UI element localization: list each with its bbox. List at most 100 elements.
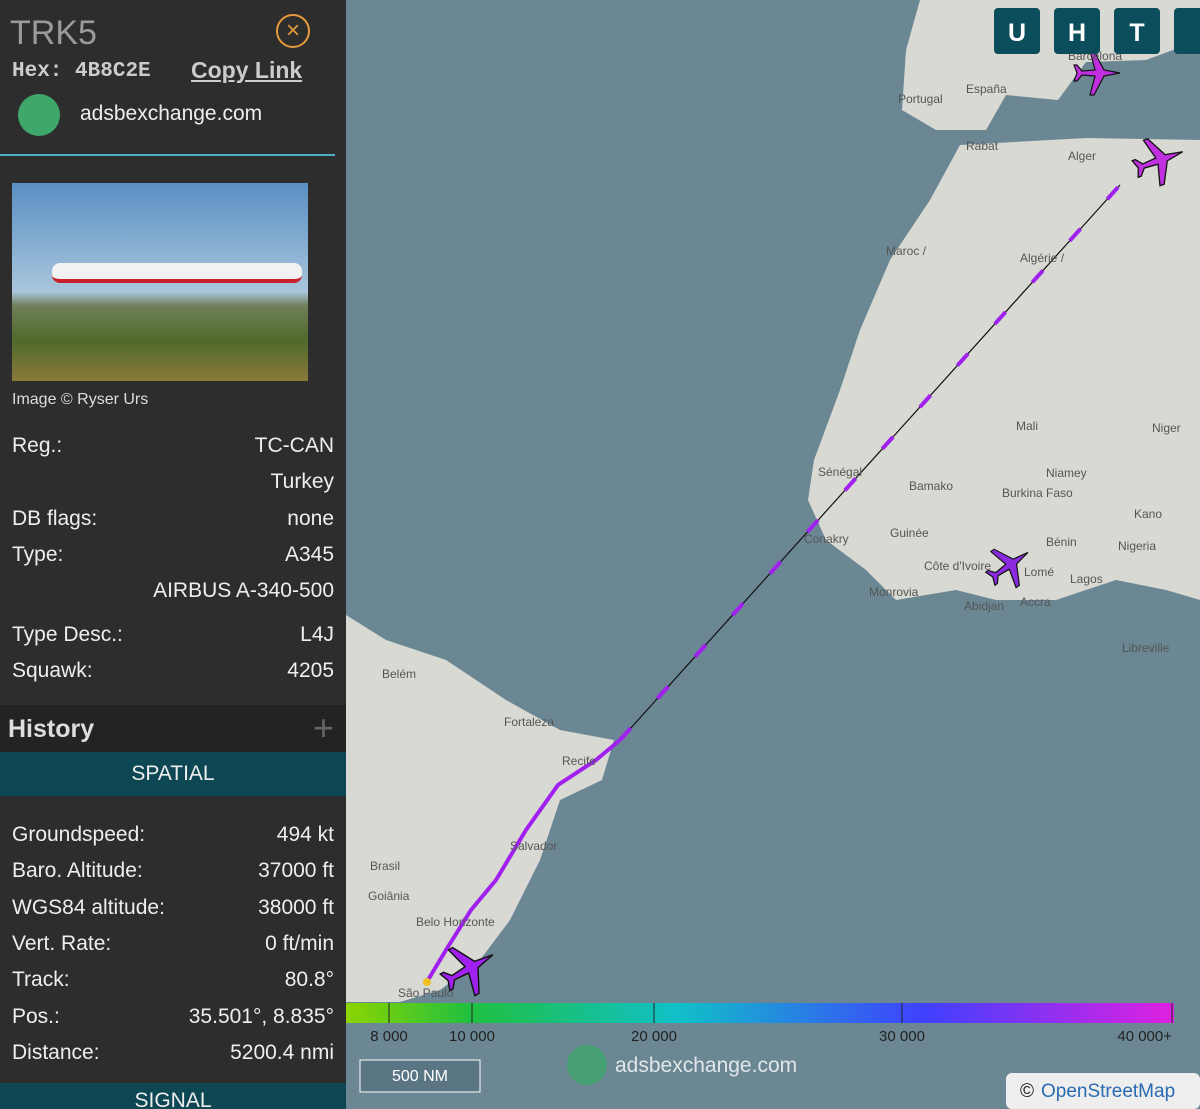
map-label: Bamako bbox=[909, 479, 953, 493]
info-value: 37000 ft bbox=[258, 859, 334, 883]
info-value: 0 ft/min bbox=[265, 931, 334, 955]
info-value: 38000 ft bbox=[258, 895, 334, 919]
info-value: Turkey bbox=[270, 470, 334, 493]
map-label: Monrovia bbox=[869, 585, 919, 599]
info-label: Squawk: bbox=[12, 659, 93, 682]
info-value: 494 kt bbox=[276, 823, 334, 846]
info-row: Groundspeed: 494 kt bbox=[12, 823, 334, 847]
info-row: Distance: 5200.4 nmi bbox=[12, 1041, 334, 1065]
legend-ticks: 8 000 10 000 20 000 30 000 40 000+ bbox=[370, 1003, 1173, 1045]
info-value: 5200.4 nmi bbox=[230, 1040, 334, 1064]
info-label: Reg.: bbox=[12, 434, 63, 457]
history-bar[interactable]: History + bbox=[0, 705, 346, 752]
info-row: Type: A345 bbox=[12, 543, 334, 567]
map-label: Burkina Faso bbox=[1002, 486, 1073, 500]
info-value: 35.501°, 8.835° bbox=[188, 1004, 334, 1028]
map-button[interactable] bbox=[994, 8, 1040, 54]
legend-tick-label: 10 000 bbox=[449, 1028, 495, 1045]
map-button-label: H bbox=[1068, 19, 1086, 47]
map-label: Recife bbox=[562, 754, 596, 768]
info-label: Type Desc.: bbox=[12, 623, 123, 646]
expand-icon[interactable]: + bbox=[312, 707, 334, 748]
planes bbox=[438, 50, 1184, 997]
map-label: Accra bbox=[1020, 595, 1051, 609]
track-dashes bbox=[618, 183, 1122, 742]
legend-tick-label: 40 000+ bbox=[1117, 1028, 1172, 1045]
info-label: Pos.: bbox=[12, 1004, 60, 1028]
aircraft-icon bbox=[984, 548, 1029, 589]
hex: Hex: 4B8C2E bbox=[12, 60, 151, 83]
info-row: Type Desc.: L4J bbox=[12, 623, 334, 647]
info-label: Baro. Altitude: bbox=[12, 859, 143, 883]
info-row: Pos.: 35.501°, 8.835° bbox=[12, 1005, 334, 1029]
history-title: History bbox=[8, 715, 95, 743]
copy-link[interactable]: Copy Link bbox=[191, 57, 303, 83]
hex-label: Hex: bbox=[12, 60, 63, 83]
map-label: Abidjan bbox=[964, 599, 1004, 613]
info-value: 80.8° bbox=[284, 968, 334, 992]
map-label: Portugal bbox=[898, 92, 943, 106]
info-label: Vert. Rate: bbox=[12, 931, 112, 955]
map-label: Niamey bbox=[1046, 466, 1087, 480]
map-label: Belo Horizonte bbox=[416, 915, 495, 929]
watermark-logo bbox=[567, 1045, 607, 1085]
info-value: A345 bbox=[284, 543, 334, 566]
callsign: TRK5 bbox=[10, 14, 97, 52]
site-logo bbox=[18, 94, 60, 136]
signal-header: SIGNAL bbox=[0, 1083, 346, 1109]
attribution-link[interactable]: OpenStreetMap bbox=[1041, 1081, 1175, 1102]
info-row: Track: 80.8° bbox=[12, 968, 334, 992]
map-label: Lagos bbox=[1070, 572, 1103, 586]
map-label: Côte d'Ivoire bbox=[924, 559, 991, 573]
info-value: 4205 bbox=[287, 659, 334, 682]
south-america-land bbox=[346, 615, 614, 1002]
info-value: AIRBUS A-340-500 bbox=[153, 579, 334, 602]
map-label: Brasil bbox=[370, 859, 400, 873]
spatial-header: SPATIAL bbox=[0, 752, 346, 796]
info-value: none bbox=[287, 507, 334, 530]
map-button bbox=[1174, 8, 1200, 54]
info-label: Track: bbox=[12, 968, 70, 992]
map-label: Guinée bbox=[890, 526, 929, 540]
photo-plane bbox=[52, 263, 302, 283]
map-label: Bénin bbox=[1046, 535, 1077, 549]
map-label: Mali bbox=[1016, 419, 1038, 433]
map-label: Algérie / bbox=[1020, 251, 1065, 265]
map-label: Libreville bbox=[1122, 641, 1170, 655]
map-button[interactable] bbox=[1114, 8, 1160, 54]
map-label: Goiânia bbox=[368, 889, 410, 903]
map-label: Nigeria bbox=[1118, 539, 1156, 553]
attribution-prefix: © bbox=[1020, 1081, 1034, 1102]
map-button-label: U bbox=[1008, 19, 1026, 47]
map-label: Rabat bbox=[966, 139, 999, 153]
close-button[interactable]: × bbox=[276, 14, 310, 48]
site-link[interactable]: adsbexchange.com bbox=[80, 102, 263, 125]
map-label: Alger bbox=[1068, 149, 1096, 163]
map-label: Conakry bbox=[804, 532, 849, 546]
track-start bbox=[423, 978, 431, 986]
info-row: Reg.: TC-CAN bbox=[12, 434, 334, 458]
track-path bbox=[426, 738, 622, 982]
aircraft-icon bbox=[1131, 138, 1184, 187]
africa-land bbox=[808, 138, 1200, 600]
aircraft-icon bbox=[438, 946, 494, 997]
map-label: Fortaleza bbox=[504, 715, 554, 729]
info-row: Vert. Rate: 0 ft/min bbox=[12, 932, 334, 956]
hex-value: 4B8C2E bbox=[75, 60, 151, 83]
info-value: L4J bbox=[300, 623, 334, 646]
divider bbox=[0, 154, 335, 156]
map-label: Salvador bbox=[510, 839, 557, 853]
map-label: São Paulo bbox=[398, 986, 454, 1000]
scale-bar bbox=[359, 1059, 481, 1093]
info-row: Baro. Altitude: 37000 ft bbox=[12, 859, 334, 883]
map-button[interactable] bbox=[1054, 8, 1100, 54]
scale-label: 500 NM bbox=[392, 1068, 448, 1085]
info-value: TC-CAN bbox=[254, 434, 334, 457]
altitude-legend bbox=[346, 1003, 1174, 1023]
info-row: DB flags: none bbox=[12, 507, 334, 531]
attribution bbox=[1006, 1073, 1200, 1109]
legend-tick-label: 20 000 bbox=[631, 1028, 677, 1045]
